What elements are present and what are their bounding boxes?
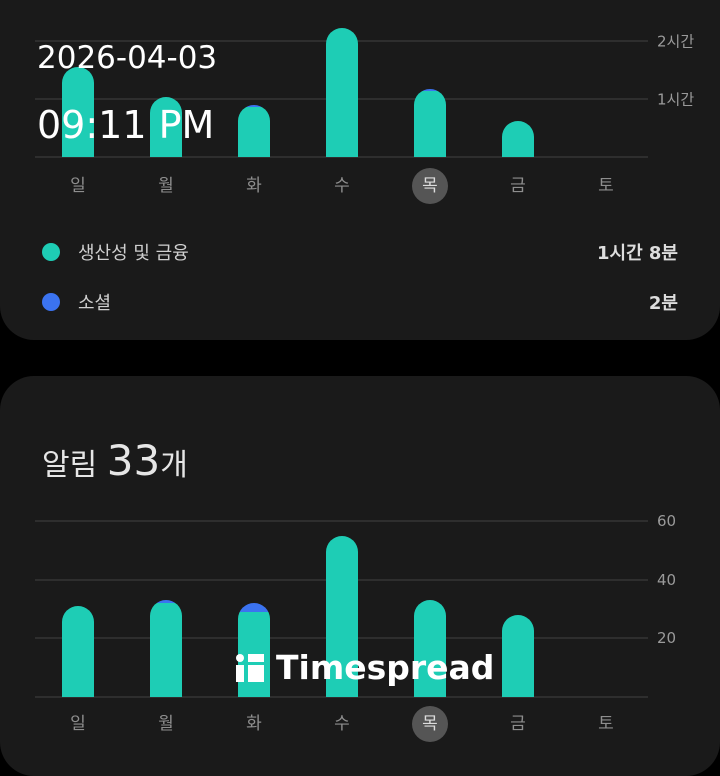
bar-일[interactable] xyxy=(62,606,94,697)
watermark-text: Timespread xyxy=(276,648,495,687)
bar-segment-main xyxy=(326,535,358,697)
bar-화[interactable] xyxy=(238,104,270,157)
timestamp-time: 09:11 PM xyxy=(37,103,215,147)
bar-segment-main xyxy=(238,106,270,157)
baseline xyxy=(35,156,648,158)
bar-수[interactable] xyxy=(326,28,358,157)
notification-count: 33 xyxy=(106,436,161,485)
watermark: Timespread xyxy=(236,648,494,687)
title-unit: 개 xyxy=(160,448,188,483)
bar-금[interactable] xyxy=(502,614,534,697)
day-label-월[interactable]: 월 xyxy=(158,714,174,734)
legend-value: 2분 xyxy=(648,293,678,314)
bar-segment-social xyxy=(414,89,446,92)
bar-segment-social xyxy=(238,104,270,107)
notifications-card: 알림 33개 20 40 60 일 월 화 수 목 금 토 xyxy=(0,376,720,776)
bar-segment-main xyxy=(150,603,182,697)
y-tick-label: 40 xyxy=(657,570,677,589)
bar-수[interactable] xyxy=(326,535,358,697)
bar-금[interactable] xyxy=(502,121,534,157)
bar-segment-main xyxy=(414,91,446,157)
notifications-bar-chart: 20 40 60 일 월 화 수 목 금 토 xyxy=(35,376,676,756)
timespread-logo-icon xyxy=(236,653,264,682)
day-label-토[interactable]: 토 xyxy=(598,714,614,734)
bar-목[interactable] xyxy=(414,600,446,697)
bar-segment-main xyxy=(502,121,534,157)
y-tick-label: 1시간 xyxy=(657,90,695,109)
day-label-월[interactable]: 월 xyxy=(158,176,174,196)
productivity-dot-icon xyxy=(42,243,60,261)
legend-value: 1시간 8분 xyxy=(597,243,678,264)
day-label-목[interactable]: 목 xyxy=(412,706,448,742)
y-tick-label: 2시간 xyxy=(657,32,695,51)
bar-월[interactable] xyxy=(150,97,182,157)
bar-segment-social xyxy=(150,600,182,604)
day-label-화[interactable]: 화 xyxy=(246,176,262,196)
bar-월[interactable] xyxy=(150,600,182,697)
bar-segment-main xyxy=(62,67,94,157)
gridline xyxy=(35,520,648,523)
bar-segment-social xyxy=(238,603,270,613)
day-label-금[interactable]: 금 xyxy=(510,176,526,196)
legend-label: 소셜 xyxy=(78,293,112,314)
bar-segment-main xyxy=(62,606,94,697)
social-dot-icon xyxy=(42,293,60,311)
bar-segment-main xyxy=(414,600,446,697)
day-label-수[interactable]: 수 xyxy=(334,714,350,734)
legend-item-productivity[interactable]: 생산성 및 금융 1시간 8분 xyxy=(42,237,678,267)
day-label-일[interactable]: 일 xyxy=(70,176,86,196)
timestamp-date: 2026-04-03 xyxy=(37,40,218,76)
day-label-일[interactable]: 일 xyxy=(70,714,86,734)
baseline xyxy=(35,696,648,698)
bar-일[interactable] xyxy=(62,67,94,157)
legend-label: 생산성 및 금융 xyxy=(78,243,189,264)
notifications-title: 알림 33개 xyxy=(42,436,188,485)
bar-segment-main xyxy=(150,97,182,157)
day-label-토[interactable]: 토 xyxy=(598,176,614,196)
day-label-금[interactable]: 금 xyxy=(510,714,526,734)
y-tick-label: 60 xyxy=(657,512,677,531)
title-label: 알림 xyxy=(42,448,98,483)
day-label-화[interactable]: 화 xyxy=(246,714,262,734)
legend-item-social[interactable]: 소셜 2분 xyxy=(42,287,678,317)
day-label-목[interactable]: 목 xyxy=(412,168,448,204)
bar-목[interactable] xyxy=(414,89,446,157)
bar-segment-main xyxy=(502,614,534,697)
day-label-수[interactable]: 수 xyxy=(334,176,350,196)
bar-segment-main xyxy=(326,28,358,157)
y-tick-label: 20 xyxy=(657,629,677,648)
